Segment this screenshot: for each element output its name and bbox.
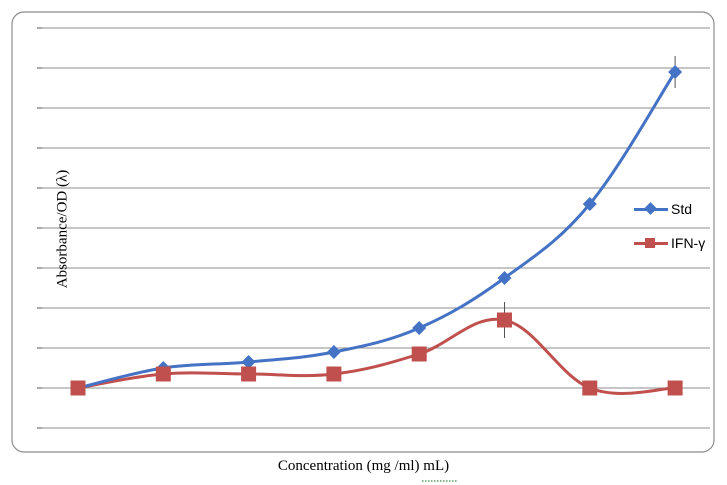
legend-swatch-std [634, 202, 668, 216]
marker-ifn-point [582, 380, 598, 396]
legend-label-std: Std [671, 201, 693, 217]
marker-std-point [326, 345, 341, 359]
legend-item-ifn: IFN-γ [634, 232, 705, 254]
marker-ifn-point [497, 312, 512, 328]
marker-std-point [668, 65, 683, 79]
marker-ifn-point [667, 380, 683, 396]
marker-ifn-point [70, 380, 86, 396]
marker-std-point [497, 271, 512, 285]
legend-label-ifn: IFN-γ [671, 235, 706, 251]
y-axis-label: Absorbance/OD (λ) [54, 169, 71, 289]
marker-ifn-point [155, 366, 171, 382]
chart-frame [11, 11, 715, 453]
marker-ifn-point [326, 366, 342, 382]
marker-std-point [412, 321, 427, 335]
marker-std-point [582, 197, 597, 211]
marker-ifn-point [241, 366, 257, 382]
series-line-ifn [77, 317, 676, 395]
marker-ifn-point [411, 346, 427, 362]
x-axis-label: Concentration (mg /ml) mL) [0, 458, 727, 475]
legend-swatch-ifn [634, 236, 668, 250]
legend: Std IFN-γ [634, 198, 705, 266]
legend-item-std: Std [634, 198, 705, 220]
marker-std-point [241, 355, 256, 369]
x-axis-label-text: Concentration (mg /ml) mL) [277, 458, 450, 474]
